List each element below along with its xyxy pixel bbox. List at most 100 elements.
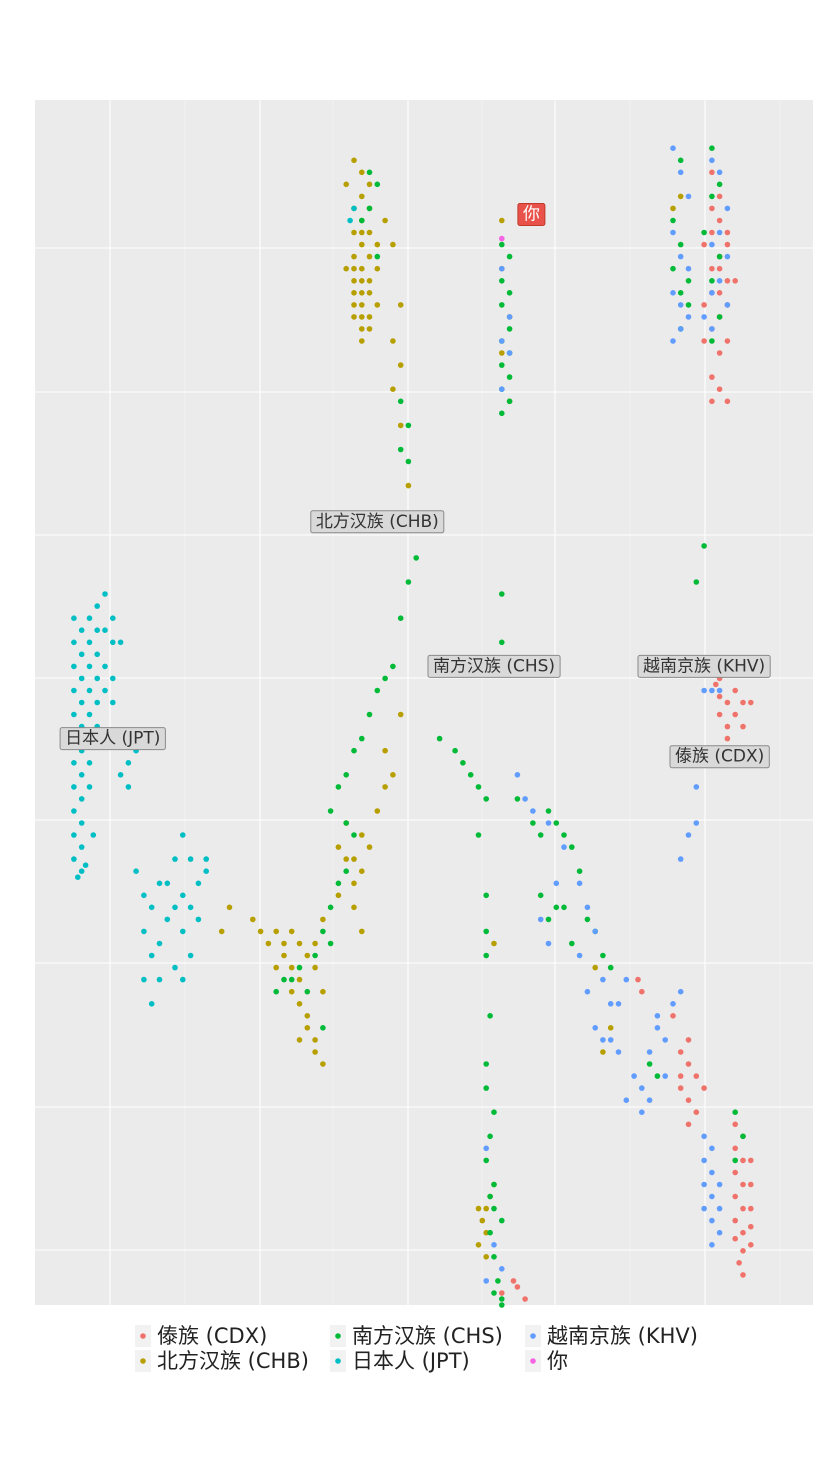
point-cdx — [732, 1121, 738, 1128]
point-chs — [281, 976, 287, 983]
point-chs — [495, 1278, 501, 1284]
point-chb — [218, 928, 225, 935]
point-cdx — [522, 1296, 528, 1302]
point-chs — [397, 398, 404, 405]
point-chs — [499, 241, 505, 248]
point-khv — [537, 916, 544, 923]
point-khv — [716, 169, 723, 176]
point-chs — [506, 326, 513, 332]
legend-key — [335, 1358, 341, 1364]
point-chs — [499, 639, 505, 646]
point-chs — [320, 1025, 326, 1031]
legend-label: 日本人 (JPT) — [352, 1349, 470, 1373]
point-khv — [709, 326, 715, 332]
annotation-box — [517, 203, 546, 226]
legend-item-khv: 越南京族 (KHV) — [525, 1324, 698, 1348]
point-chb — [304, 1013, 311, 1019]
point-khv — [693, 784, 700, 790]
point-chs — [304, 988, 311, 995]
point-cdx — [693, 1073, 700, 1079]
point-khv — [701, 1157, 707, 1164]
point-chs — [740, 1133, 746, 1140]
point-jpt — [78, 651, 85, 658]
point-khv — [670, 290, 676, 296]
point-cdx — [740, 1272, 746, 1278]
point-jpt — [102, 627, 108, 633]
point-jpt — [78, 820, 85, 826]
point-chs — [366, 169, 373, 176]
legend-item-you: 你 — [525, 1349, 568, 1373]
point-cdx — [748, 1223, 754, 1230]
point-khv — [499, 338, 505, 344]
point-chb — [483, 1254, 490, 1260]
point-khv — [701, 1181, 707, 1188]
point-cdx — [740, 1205, 746, 1212]
point-chb — [312, 940, 318, 947]
point-khv — [701, 687, 707, 694]
point-cdx — [693, 1109, 700, 1115]
point-khv — [576, 880, 583, 887]
point-chb — [359, 265, 365, 272]
annotation-you: 你 — [517, 203, 546, 226]
point-chs — [436, 735, 443, 742]
point-chs — [732, 1157, 738, 1164]
point-chs — [732, 1109, 738, 1115]
point-chb — [343, 181, 350, 188]
point-chs — [491, 1290, 497, 1296]
point-cdx — [713, 681, 719, 688]
point-chs — [405, 579, 412, 585]
point-jpt — [71, 832, 77, 838]
point-chs — [553, 820, 560, 826]
point-chb — [670, 205, 676, 212]
point-cdx — [724, 735, 731, 742]
legend-key — [140, 1358, 146, 1364]
point-chs — [491, 1205, 497, 1212]
point-chb — [479, 1217, 486, 1224]
point-chb — [374, 241, 381, 248]
point-chs — [397, 615, 404, 621]
point-jpt — [351, 205, 357, 212]
point-chb — [257, 928, 264, 935]
point-chs — [685, 302, 692, 308]
point-khv — [724, 302, 731, 308]
point-khv — [709, 1242, 715, 1248]
point-jpt — [125, 760, 132, 766]
point-jpt — [86, 711, 93, 718]
point-jpt — [71, 663, 77, 670]
point-jpt — [180, 892, 186, 899]
point-jpt — [180, 928, 186, 935]
point-chb — [397, 422, 404, 429]
point-chb — [390, 386, 396, 393]
point-chb — [600, 1049, 606, 1055]
point-khv — [600, 1037, 606, 1043]
point-jpt — [148, 1001, 155, 1007]
point-jpt — [86, 760, 93, 766]
point-khv — [483, 1278, 490, 1284]
point-cdx — [748, 1242, 754, 1248]
point-khv — [607, 1001, 614, 1007]
point-cdx — [709, 398, 715, 405]
annotation-label: 北方汉族 (CHB) — [316, 512, 439, 532]
point-chb — [359, 302, 365, 308]
point-chs — [709, 145, 715, 151]
point-jpt — [78, 627, 85, 633]
point-cdx — [740, 1157, 746, 1164]
point-chs — [584, 916, 591, 923]
point-khv — [607, 1037, 614, 1043]
point-chs — [327, 808, 334, 814]
point-khv — [709, 290, 715, 296]
point-cdx — [716, 693, 723, 700]
point-chs — [483, 952, 490, 959]
point-chs — [569, 844, 575, 850]
point-khv — [716, 1205, 723, 1212]
point-khv — [506, 314, 513, 320]
point-chs — [670, 265, 676, 272]
point-chs — [561, 904, 567, 911]
point-cdx — [748, 699, 754, 706]
point-chb — [296, 1037, 303, 1043]
point-chs — [709, 338, 715, 344]
point-khv — [670, 229, 676, 236]
point-cdx — [748, 1205, 754, 1212]
point-jpt — [203, 856, 209, 862]
point-chs — [646, 1061, 653, 1067]
